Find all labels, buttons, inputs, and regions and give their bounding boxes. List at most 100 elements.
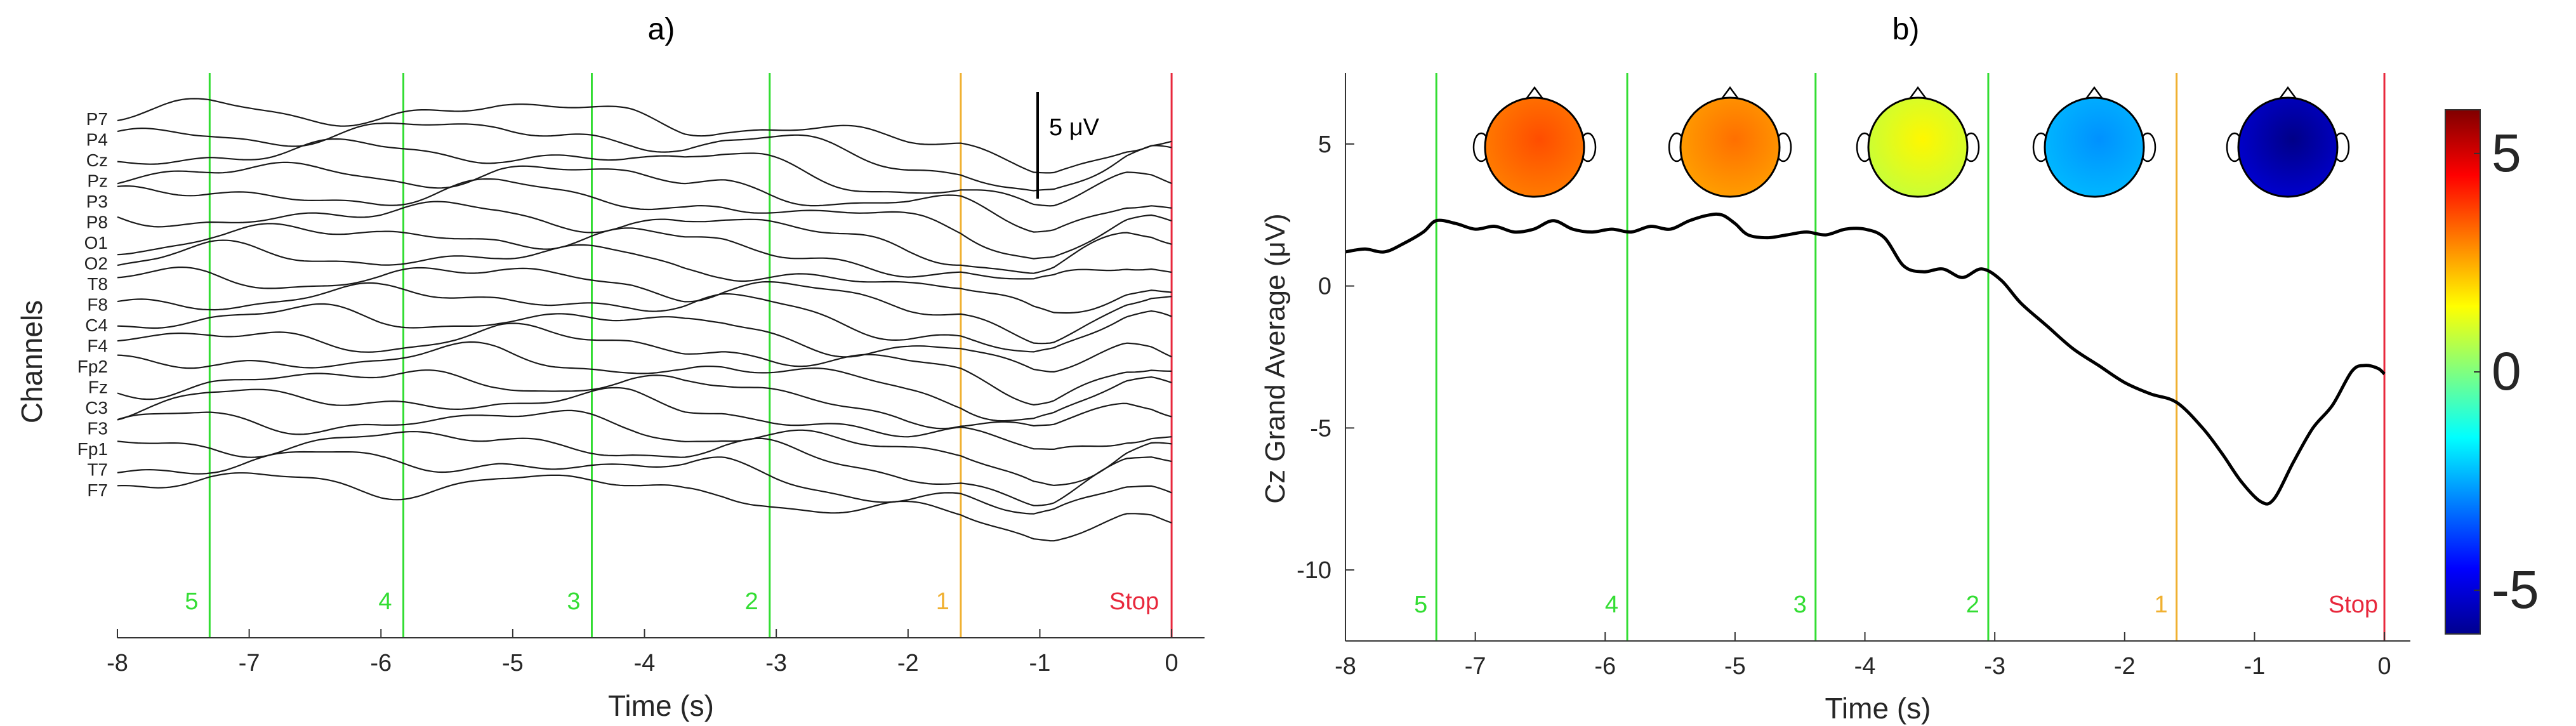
x-tick-label-a: -5 — [502, 650, 524, 676]
topomap-nose — [2084, 86, 2104, 100]
colorbar-tick-label: 5 — [2492, 123, 2521, 183]
topomap-nose — [1720, 86, 1740, 100]
topomap-head — [1867, 96, 1969, 198]
x-tick-label-a: -8 — [107, 650, 128, 676]
channel-trace-F7 — [117, 472, 1172, 542]
x-tick-label-b: -3 — [1984, 653, 2005, 680]
channel-label-T7: T7 — [87, 460, 108, 480]
topomap-head — [1484, 96, 1585, 198]
y-axis-label-b: Cz Grand Average (μV) — [1260, 213, 1291, 503]
channel-trace-C3 — [117, 386, 1172, 450]
marker-label-b-3: 3 — [1793, 591, 1807, 618]
channel-label-Pz: Pz — [87, 171, 108, 191]
channel-label-F3: F3 — [87, 419, 108, 439]
grand-average-line — [1345, 212, 2386, 506]
x-tick-label-b: -7 — [1465, 653, 1486, 680]
x-tick-label-b: 0 — [2378, 653, 2391, 680]
x-tick-label-b: -6 — [1594, 653, 1616, 680]
channel-label-T8: T8 — [87, 274, 108, 294]
x-tick-label-b: -5 — [1724, 653, 1746, 680]
x-tick-label-b: -4 — [1854, 653, 1876, 680]
channel-label-P7: P7 — [86, 109, 108, 129]
channel-trace-C4 — [117, 303, 1172, 373]
channel-label-P4: P4 — [86, 130, 108, 150]
channel-trace-P8 — [117, 201, 1172, 274]
channel-label-O1: O1 — [84, 233, 108, 253]
y-tick-label-b: 0 — [1318, 274, 1331, 300]
topomap-1 — [1472, 86, 1597, 198]
x-tick-label-a: -4 — [634, 650, 656, 676]
marker-label-3: 3 — [567, 588, 580, 615]
panel-label-a: a) — [648, 13, 675, 46]
marker-label-2: 2 — [745, 588, 758, 615]
channel-trace-Cz — [117, 138, 1172, 207]
topomap-head — [1679, 96, 1781, 198]
channel-trace-O2 — [117, 239, 1172, 314]
channel-label-C3: C3 — [85, 398, 108, 418]
channel-trace-Fp1 — [117, 430, 1172, 506]
x-tick-label-b: -1 — [2244, 653, 2266, 680]
channel-trace-P3 — [117, 178, 1172, 260]
channel-label-Fz: Fz — [88, 378, 108, 397]
channel-label-P8: P8 — [86, 213, 108, 232]
y-tick-label-b: -10 — [1297, 557, 1331, 584]
x-tick-label-a: -2 — [897, 650, 919, 676]
channel-trace-O1 — [117, 223, 1172, 280]
topomap-2 — [1668, 86, 1792, 198]
channel-label-Fp2: Fp2 — [77, 357, 108, 376]
colorbar-tick-label: -5 — [2492, 560, 2539, 619]
panel-label-b: b) — [1892, 13, 1920, 46]
channel-label-F4: F4 — [87, 336, 108, 356]
marker-label-5: 5 — [185, 588, 198, 615]
topomap-5 — [2226, 86, 2350, 198]
marker-label-b-4: 4 — [1605, 591, 1618, 618]
y-tick-label-b: -5 — [1310, 415, 1331, 442]
marker-label-b-Stop: Stop — [2328, 591, 2378, 618]
topomap-3 — [1856, 86, 1980, 198]
marker-label-b-5: 5 — [1414, 591, 1427, 618]
topomap-head — [2237, 96, 2339, 198]
channel-trace-F4 — [117, 322, 1172, 406]
topomap-head — [2044, 96, 2145, 198]
marker-label-b-1: 1 — [2155, 591, 2168, 618]
x-tick-label-a: -6 — [370, 650, 392, 676]
channel-label-P3: P3 — [86, 192, 108, 211]
topomap-nose — [2278, 86, 2298, 100]
x-tick-label-a: 0 — [1165, 650, 1179, 676]
x-tick-label-a: -1 — [1029, 650, 1051, 676]
channel-trace-F3 — [117, 409, 1172, 487]
x-tick-label-a: -7 — [239, 650, 260, 676]
marker-label-Stop: Stop — [1109, 588, 1159, 615]
channel-label-Fp1: Fp1 — [77, 439, 108, 459]
channel-trace-P4 — [117, 122, 1172, 192]
y-tick-label-b: 5 — [1318, 131, 1331, 158]
colorbar: 5 0 -5 — [2445, 109, 2539, 635]
x-tick-label-b: -8 — [1335, 653, 1356, 680]
x-tick-label-a: -3 — [765, 650, 787, 676]
channel-trace-T8 — [117, 267, 1172, 345]
colorbar-tick-label: 0 — [2492, 341, 2521, 401]
marker-label-4: 4 — [378, 588, 392, 615]
scale-bar-label: 5 μV — [1049, 114, 1100, 141]
channel-trace-F8 — [117, 282, 1172, 353]
topomap-nose — [1908, 86, 1928, 100]
channel-label-F7: F7 — [87, 480, 108, 500]
channel-trace-Fz — [117, 369, 1172, 430]
channel-trace-Fp2 — [117, 341, 1172, 422]
topomap-nose — [1524, 86, 1545, 100]
channel-trace-T7 — [117, 451, 1172, 515]
channel-label-Cz: Cz — [86, 150, 108, 170]
channel-trace-P7 — [117, 98, 1172, 174]
x-axis-label-a: Time (s) — [608, 689, 714, 722]
marker-label-b-2: 2 — [1966, 591, 1979, 618]
topomap-4 — [2032, 86, 2157, 198]
marker-label-1: 1 — [936, 588, 949, 615]
x-axis-label-b: Time (s) — [1825, 692, 1931, 725]
channel-label-F8: F8 — [87, 295, 108, 315]
channel-label-C4: C4 — [85, 315, 108, 335]
x-tick-label-b: -2 — [2114, 653, 2136, 680]
channel-label-O2: O2 — [84, 254, 108, 274]
